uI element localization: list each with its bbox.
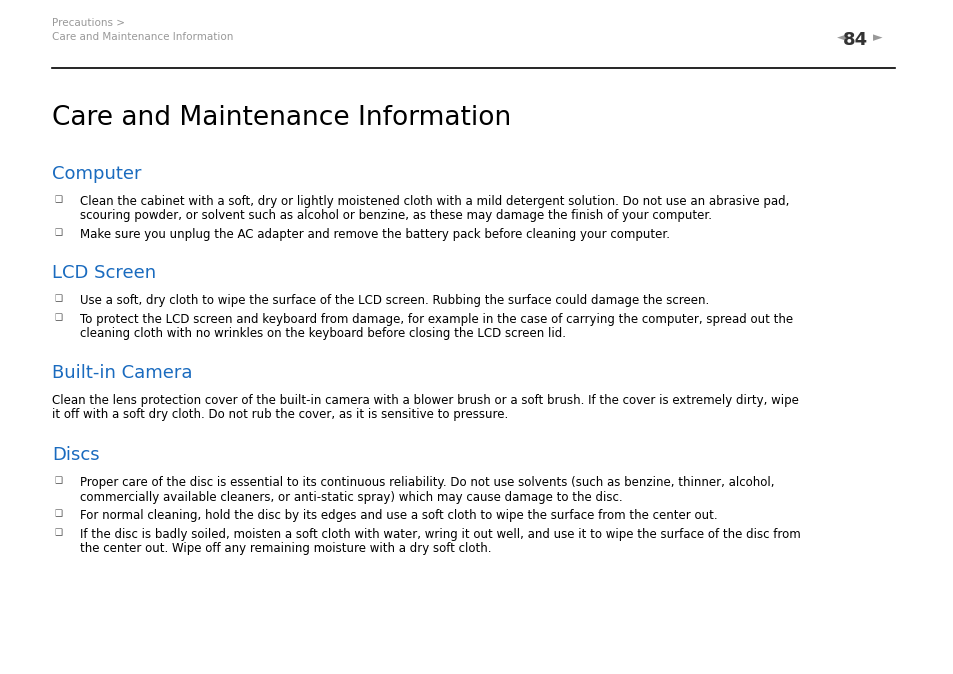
Text: To protect the LCD screen and keyboard from damage, for example in the case of c: To protect the LCD screen and keyboard f…	[80, 313, 792, 326]
Text: 84: 84	[841, 31, 866, 49]
Text: Built-in Camera: Built-in Camera	[52, 364, 193, 382]
Text: ❑: ❑	[54, 313, 62, 322]
Text: it off with a soft dry cloth. Do not rub the cover, as it is sensitive to pressu: it off with a soft dry cloth. Do not rub…	[52, 408, 508, 421]
Text: commercially available cleaners, or anti-static spray) which may cause damage to: commercially available cleaners, or anti…	[80, 491, 622, 504]
Text: Make sure you unplug the AC adapter and remove the battery pack before cleaning : Make sure you unplug the AC adapter and …	[80, 228, 669, 241]
Text: For normal cleaning, hold the disc by its edges and use a soft cloth to wipe the: For normal cleaning, hold the disc by it…	[80, 510, 717, 522]
Text: ❑: ❑	[54, 195, 62, 204]
Text: Use a soft, dry cloth to wipe the surface of the LCD screen. Rubbing the surface: Use a soft, dry cloth to wipe the surfac…	[80, 295, 708, 307]
Text: scouring powder, or solvent such as alcohol or benzine, as these may damage the : scouring powder, or solvent such as alco…	[80, 210, 711, 222]
Text: the center out. Wipe off any remaining moisture with a dry soft cloth.: the center out. Wipe off any remaining m…	[80, 543, 491, 555]
Text: LCD Screen: LCD Screen	[52, 264, 156, 282]
Text: ❑: ❑	[54, 228, 62, 237]
Text: cleaning cloth with no wrinkles on the keyboard before closing the LCD screen li: cleaning cloth with no wrinkles on the k…	[80, 328, 565, 340]
Text: Precautions >: Precautions >	[52, 18, 125, 28]
Text: Clean the lens protection cover of the built-in camera with a blower brush or a : Clean the lens protection cover of the b…	[52, 394, 798, 407]
Text: ◄: ◄	[836, 31, 845, 44]
Text: Clean the cabinet with a soft, dry or lightly moistened cloth with a mild deterg: Clean the cabinet with a soft, dry or li…	[80, 195, 788, 208]
Text: ❑: ❑	[54, 477, 62, 485]
Text: Care and Maintenance Information: Care and Maintenance Information	[52, 105, 511, 131]
Text: Discs: Discs	[52, 446, 99, 464]
Text: ►: ►	[872, 31, 882, 44]
Text: Proper care of the disc is essential to its continuous reliability. Do not use s: Proper care of the disc is essential to …	[80, 477, 774, 489]
Text: Computer: Computer	[52, 165, 141, 183]
Text: ❑: ❑	[54, 528, 62, 537]
Text: ❑: ❑	[54, 295, 62, 303]
Text: Care and Maintenance Information: Care and Maintenance Information	[52, 32, 233, 42]
Text: ❑: ❑	[54, 510, 62, 518]
Text: If the disc is badly soiled, moisten a soft cloth with water, wring it out well,: If the disc is badly soiled, moisten a s…	[80, 528, 800, 541]
